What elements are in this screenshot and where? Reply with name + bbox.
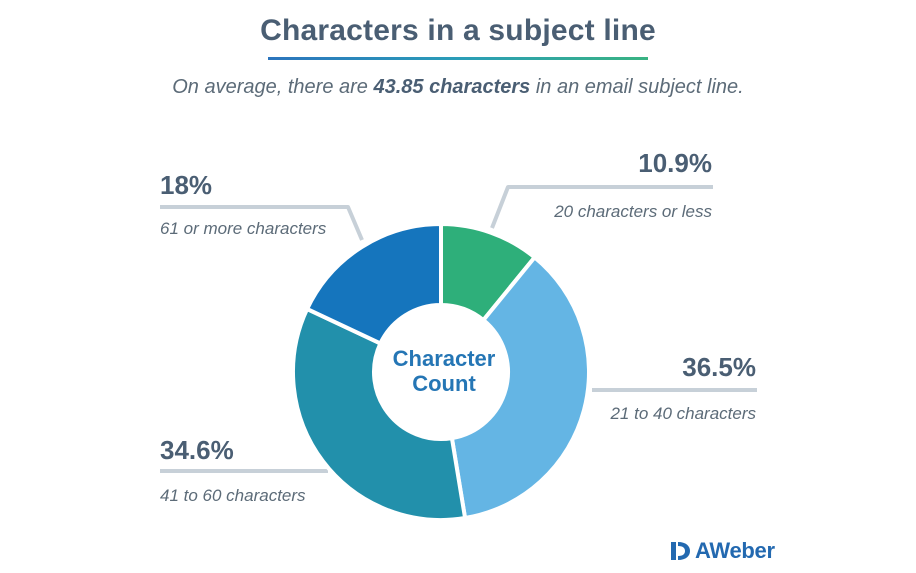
slice-label-61-or-more: 61 or more characters [160,219,327,238]
aweber-logo: AWeber [668,538,775,564]
center-label-line2: Count [412,371,476,396]
slice-value-21-to-40: 36.5% [682,352,756,382]
chart-subtitle: On average, there are 43.85 characters i… [0,76,916,99]
donut-slice-2 [449,254,591,521]
donut-center-label: Character Count [376,346,512,396]
leader-line-61-or-more [160,205,364,241]
aweber-logo-icon [671,542,690,560]
title-underline [268,57,648,60]
slice-label-21-to-40: 21 to 40 characters [610,404,756,423]
chart-title: Characters in a subject line [260,14,656,47]
center-label-line1: Character [392,346,496,371]
slice-label-41-to-60: 41 to 60 characters [160,486,306,505]
donut-slice-3 [291,306,468,522]
subtitle-prefix: On average, there are [172,76,374,98]
subtitle-highlight: 43.85 characters [373,76,531,98]
leader-line-20-or-less [490,185,713,229]
slice-value-41-to-60: 34.6% [160,435,234,465]
slice-value-20-or-less: 10.9% [638,148,712,178]
slice-value-61-or-more: 18% [160,170,213,200]
aweber-logo-text: AWeber [695,538,775,563]
leader-lines [160,185,757,473]
subtitle-suffix: in an email subject line. [530,76,744,98]
slice-label-20-or-less: 20 characters or less [554,202,712,221]
donut-slices [291,221,591,522]
donut-slice-4 [304,221,443,347]
